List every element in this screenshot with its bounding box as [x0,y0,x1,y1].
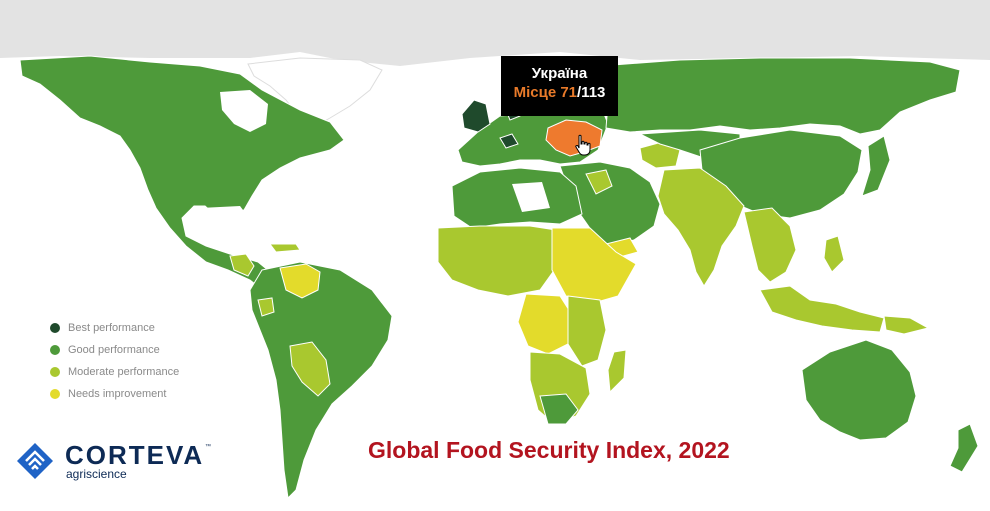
papua[interactable] [883,315,930,335]
madagascar[interactable] [607,349,627,394]
legend-item-needs: Needs improvement [50,383,179,405]
japan[interactable] [861,135,891,197]
legend-item-moderate: Moderate performance [50,361,179,383]
brand-trademark: ™ [205,444,211,450]
central-europe-best[interactable] [499,133,519,149]
hand-pointer-icon [575,134,591,156]
bolivia-paraguay[interactable] [289,341,331,397]
indonesia[interactable] [759,285,885,333]
uk-ireland[interactable] [461,99,491,133]
legend-label-best: Best performance [68,322,155,334]
legend-label-moderate: Moderate performance [68,366,180,378]
iraq-syria-moderate[interactable] [585,169,613,195]
new-zealand[interactable] [949,423,979,473]
south-africa[interactable] [539,393,579,425]
central-africa[interactable] [517,293,575,355]
legend-item-good: Good performance [50,339,179,361]
southeast-asia[interactable] [743,207,797,283]
arctic-ice [0,0,990,66]
central-america-moderate[interactable] [229,253,255,277]
ecuador[interactable] [257,297,275,317]
venezuela[interactable] [279,263,321,299]
legend-swatch-needs [50,389,60,399]
corteva-logo-icon [17,443,53,479]
caribbean-moderate[interactable] [269,243,301,253]
tooltip-rank-label: Місце 71 [513,84,578,101]
sudan-horn[interactable] [551,227,637,305]
legend-label-needs: Needs improvement [68,388,167,400]
gulf-of-mexico [200,206,252,236]
legend-label-good: Good performance [68,344,160,356]
legend-swatch-moderate [50,367,60,377]
australia[interactable] [801,339,917,441]
brand-name: CORTEVA [65,440,205,470]
philippines[interactable] [823,235,845,273]
legend-swatch-best [50,323,60,333]
tooltip-country-name: Україна [531,65,588,82]
tooltip-rank: Місце 71/113 [501,83,618,103]
east-africa[interactable] [567,295,607,367]
legend-swatch-good [50,345,60,355]
country-tooltip: Україна Місце 71/113 [501,56,618,116]
greenland [247,57,383,129]
tooltip-rank-total: /113 [577,84,606,101]
sahara-no-data [512,182,550,212]
map-legend: Best performance Good performance Modera… [50,317,179,405]
hudson-bay [220,90,268,132]
russia[interactable] [599,57,961,135]
map-title: Global Food Security Index, 2022 [368,437,730,463]
brand-subtitle: agriscience [66,467,127,481]
south-asia[interactable] [657,167,745,287]
west-central-africa[interactable] [437,225,561,297]
legend-item-best: Best performance [50,317,179,339]
